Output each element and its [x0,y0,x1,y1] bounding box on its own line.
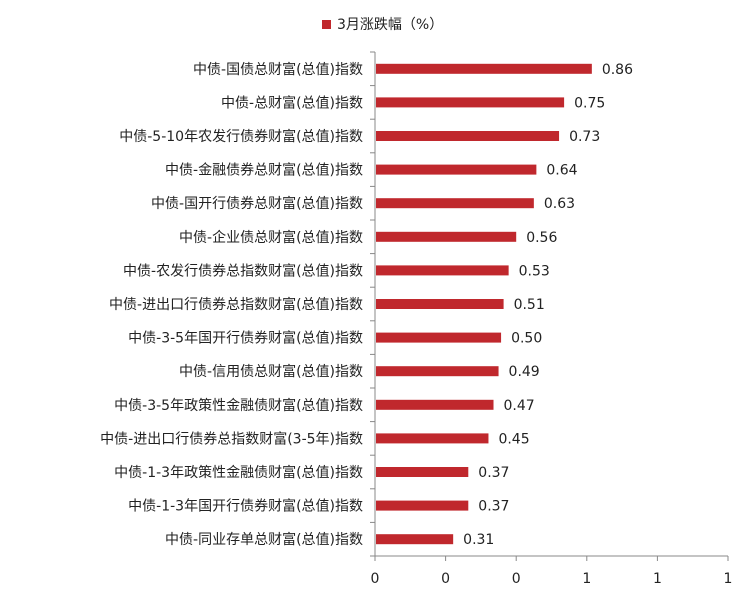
bar [376,299,504,309]
x-tick-label: 1 [582,571,591,587]
category-label: 中债-同业存单总财富(总值)指数 [165,531,363,548]
bar [376,433,489,444]
data-label: 0.50 [511,331,542,347]
bar [376,63,592,74]
data-label: 0.64 [546,163,577,179]
bar [376,265,509,276]
bar [376,467,469,477]
data-label: 0.47 [504,398,535,414]
bar [376,366,499,377]
x-tick-label: 0 [512,571,521,587]
data-label: 0.56 [526,230,557,246]
category-label: 中债-国债总财富(总值)指数 [193,61,363,78]
category-label: 中债-进出口行债券总指数财富(总值)指数 [109,296,363,313]
data-label: 0.73 [569,129,600,145]
data-label: 0.53 [519,263,550,279]
bar [376,534,454,545]
legend-label: 3月涨跌幅（%） [337,17,444,33]
x-tick-label: 1 [653,571,662,587]
category-label: 中债-5-10年农发行债券财富(总值)指数 [119,128,363,145]
data-label: 0.51 [514,297,545,313]
category-label: 中债-金融债券总财富(总值)指数 [165,162,363,179]
x-tick-label: 0 [371,571,380,587]
category-label: 中债-1-3年国开行债券财富(总值)指数 [128,498,363,515]
category-label: 中债-3-5年国开行债券财富(总值)指数 [128,330,363,347]
x-tick-label: 0 [441,571,450,587]
bar [376,231,517,242]
category-label: 中债-国开行债券总财富(总值)指数 [151,195,363,212]
x-tick-label: 1 [724,571,733,587]
category-label: 中债-农发行债券总指数财富(总值)指数 [123,262,363,279]
data-label: 0.45 [498,431,529,447]
bar [376,332,502,343]
category-label: 中债-信用债总财富(总值)指数 [179,363,363,380]
bar [376,399,494,410]
data-label: 0.75 [574,95,605,111]
bar [376,97,565,108]
category-label: 中债-3-5年政策性金融债财富(总值)指数 [114,397,363,414]
category-label: 中债-总财富(总值)指数 [221,94,363,111]
bar [376,500,469,511]
chart-legend: 3月涨跌幅（%） [322,14,443,34]
bar [376,131,560,141]
legend-swatch [322,19,331,29]
bar [376,198,534,209]
category-label: 中债-进出口行债券总指数财富(3-5年)指数 [100,430,363,447]
category-label: 中债-企业债总财富(总值)指数 [179,229,363,246]
data-label: 0.49 [509,364,540,380]
data-label: 0.86 [602,62,633,78]
data-label: 0.63 [544,196,575,212]
category-label: 中债-1-3年政策性金融债财富(总值)指数 [114,464,363,481]
data-label: 0.37 [478,465,509,481]
bar [376,164,537,175]
data-label: 0.31 [463,532,494,548]
data-label: 0.37 [478,499,509,515]
